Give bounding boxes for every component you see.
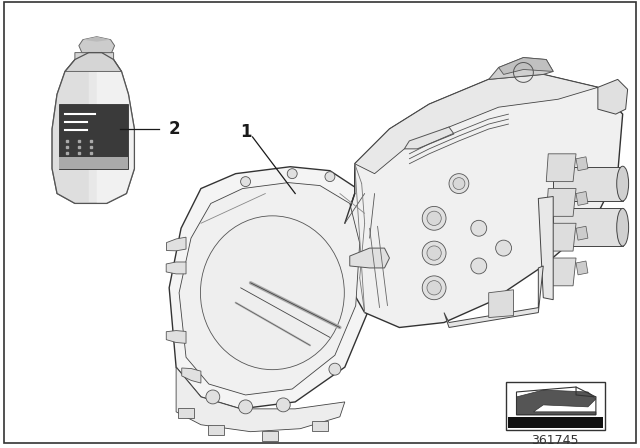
Circle shape [495, 240, 511, 256]
Circle shape [471, 220, 486, 236]
Circle shape [241, 177, 250, 186]
Circle shape [422, 207, 446, 230]
Circle shape [287, 169, 297, 179]
Polygon shape [516, 390, 596, 415]
Polygon shape [169, 167, 374, 409]
Ellipse shape [617, 166, 628, 201]
Polygon shape [79, 37, 115, 52]
Polygon shape [52, 52, 89, 203]
Polygon shape [355, 74, 598, 174]
Polygon shape [83, 37, 111, 42]
Polygon shape [350, 248, 390, 268]
Circle shape [427, 280, 441, 295]
Circle shape [325, 172, 335, 181]
Polygon shape [404, 127, 454, 149]
Text: 1: 1 [240, 123, 252, 141]
Bar [312, 421, 328, 431]
Text: 2: 2 [168, 120, 180, 138]
Circle shape [427, 211, 441, 225]
Polygon shape [538, 197, 553, 300]
Circle shape [329, 363, 341, 375]
Polygon shape [97, 52, 134, 203]
Circle shape [449, 174, 469, 194]
Polygon shape [52, 52, 134, 203]
Circle shape [276, 398, 290, 412]
Polygon shape [59, 157, 129, 169]
Polygon shape [59, 104, 129, 169]
Bar [208, 425, 224, 435]
Polygon shape [489, 290, 513, 318]
Polygon shape [489, 57, 553, 79]
Polygon shape [547, 223, 576, 251]
Bar [178, 408, 194, 418]
Circle shape [471, 258, 486, 274]
Text: 361745: 361745 [531, 434, 579, 447]
Polygon shape [576, 192, 588, 206]
Polygon shape [547, 154, 576, 181]
Ellipse shape [617, 208, 628, 246]
Polygon shape [553, 208, 623, 246]
Polygon shape [176, 367, 345, 432]
Polygon shape [179, 183, 360, 395]
Circle shape [427, 246, 441, 260]
Polygon shape [547, 258, 576, 286]
Polygon shape [553, 167, 623, 202]
Bar [262, 431, 278, 441]
Polygon shape [576, 157, 588, 171]
Circle shape [422, 241, 446, 265]
Polygon shape [547, 189, 576, 216]
Circle shape [206, 390, 220, 404]
Circle shape [453, 178, 465, 190]
Polygon shape [166, 262, 186, 274]
Polygon shape [166, 331, 186, 343]
Polygon shape [598, 79, 628, 114]
Polygon shape [345, 74, 623, 327]
Polygon shape [65, 52, 122, 71]
Polygon shape [182, 368, 201, 383]
Polygon shape [444, 266, 543, 327]
Circle shape [239, 400, 253, 414]
Circle shape [422, 276, 446, 300]
Polygon shape [576, 261, 588, 275]
Polygon shape [499, 57, 553, 74]
Polygon shape [576, 226, 588, 240]
Ellipse shape [200, 216, 344, 370]
Bar [506, 382, 605, 430]
Bar [508, 417, 603, 428]
Polygon shape [166, 237, 186, 251]
